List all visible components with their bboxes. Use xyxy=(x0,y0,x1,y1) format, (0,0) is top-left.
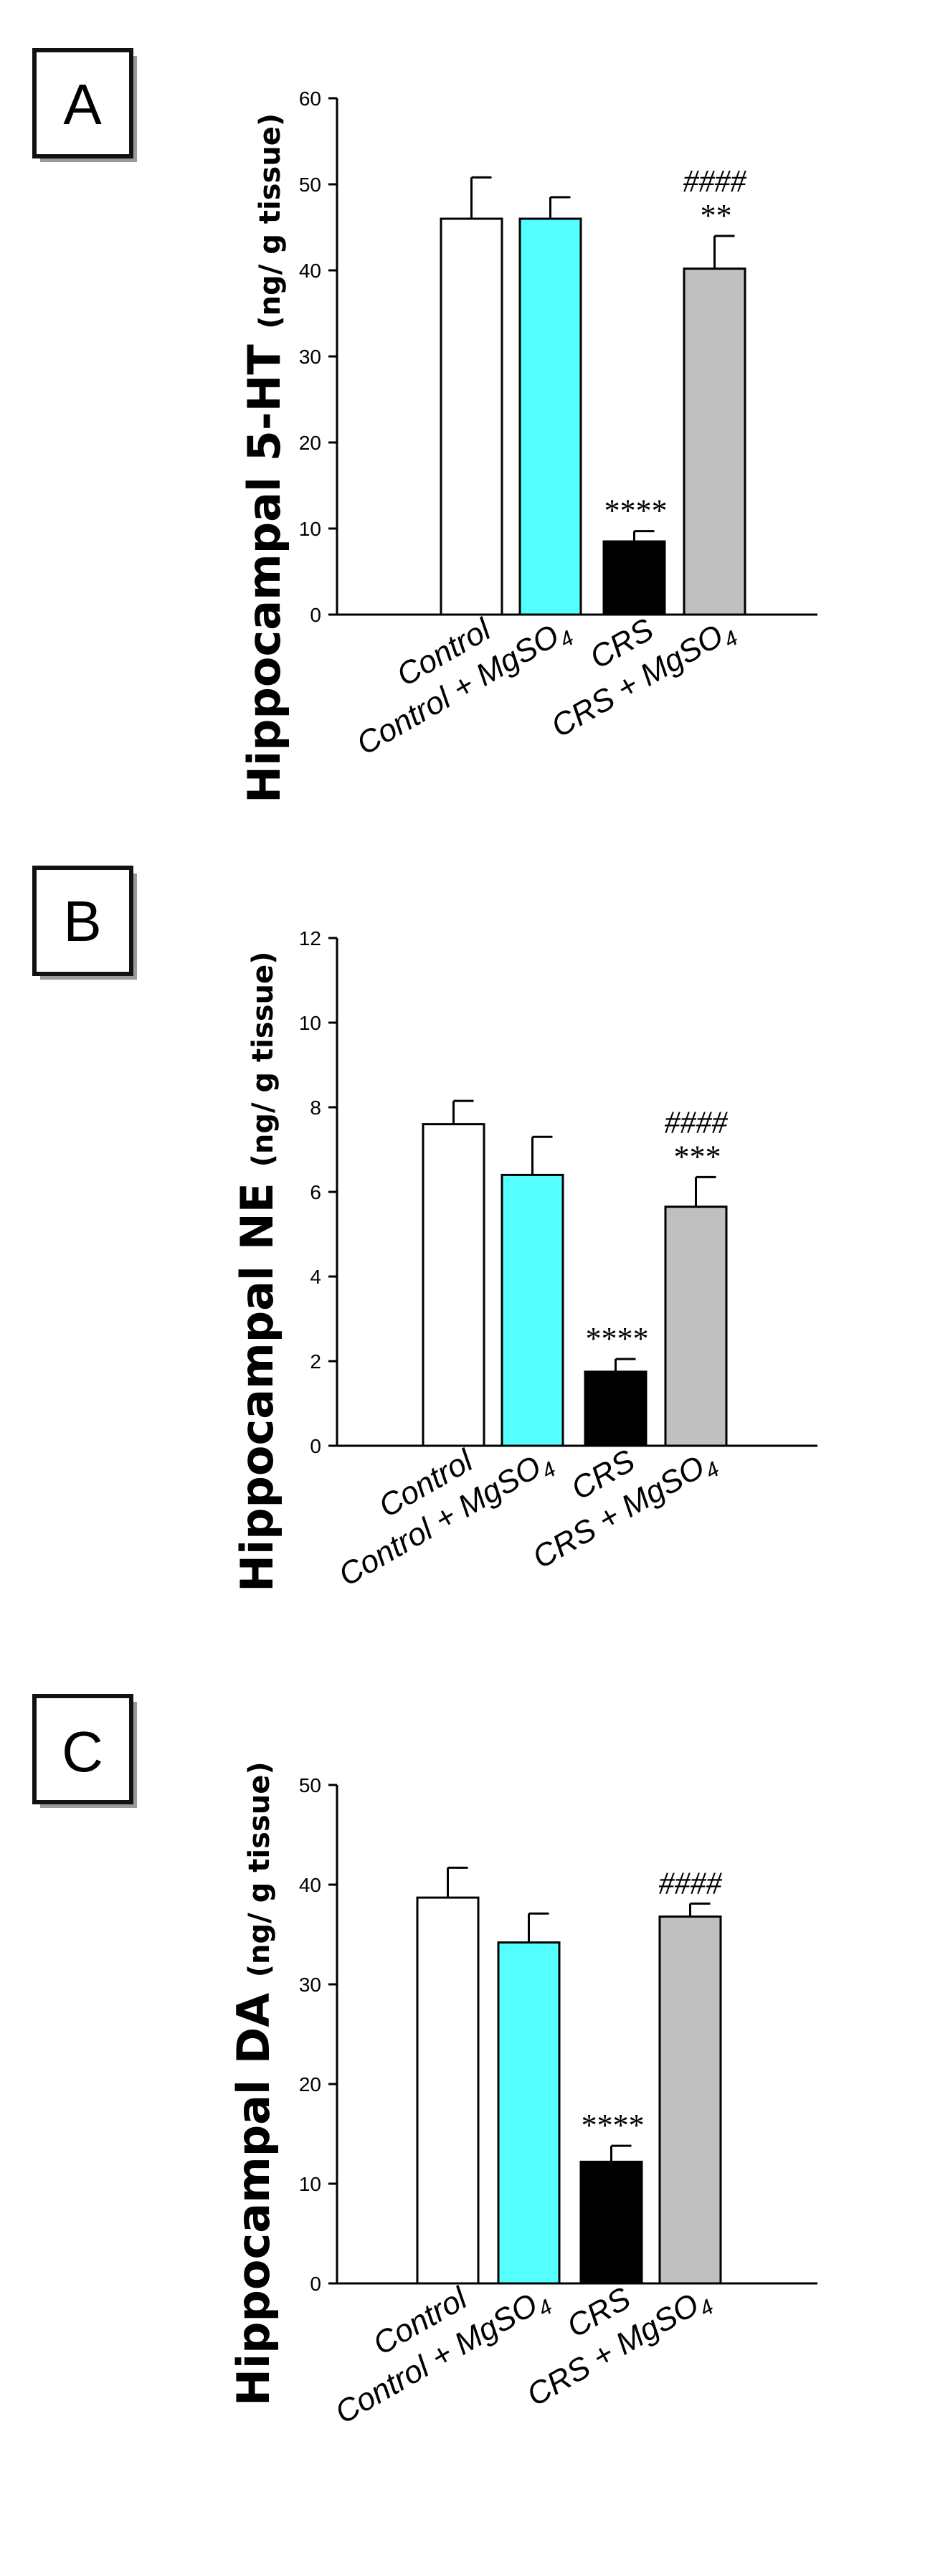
panel-b-significance-4: #### xyxy=(665,1104,729,1140)
panel-a-box xyxy=(32,48,133,158)
panel-b-y-tick-label: 8 xyxy=(310,1097,321,1119)
panel-b-letter: B xyxy=(63,889,101,953)
panel-a-significance-4: ** xyxy=(699,198,731,233)
panel-c-significance-3: **** xyxy=(580,2108,643,2143)
panel-a-y-tick-label: 60 xyxy=(299,87,321,110)
panel-b-y-tick-label: 6 xyxy=(310,1181,321,1203)
panel-b-y-axis-label-unit: (ng/ g tissue) xyxy=(247,952,280,1168)
panel-c-y-tick-label: 40 xyxy=(299,1874,321,1896)
panel-a-y-tick-label: 40 xyxy=(299,260,321,282)
panel-b-bar-1 xyxy=(422,1123,485,1447)
panel-c-y-axis-label-main: Hippocampal DA xyxy=(227,1977,280,2406)
panel-a-y-tick-label: 0 xyxy=(310,604,321,626)
panel-c-significance-4: #### xyxy=(659,1865,723,1900)
panel-c: C Hippocampal DA (ng/ g tissue) 0 10 20 30 40 5… xyxy=(32,1694,817,2430)
panel-b-significance-3: **** xyxy=(584,1321,648,1356)
panel-c-y-axis-label-unit: (ng/ g tissue) xyxy=(243,1761,276,1977)
panel-c-bar-2 xyxy=(497,1941,561,2285)
panel-c-y-axis-label: Hippocampal DA (ng/ g tissue) xyxy=(227,1761,280,2406)
panel-a-bar-1 xyxy=(440,217,503,616)
panel-c-y-tick-label: 20 xyxy=(299,2073,321,2096)
panel-b-bar-2 xyxy=(501,1173,564,1447)
panel-c-box xyxy=(32,1694,133,1804)
panel-a-y-axis-label-main: Hippocampal 5-HT xyxy=(238,329,290,803)
panel-c-bar-1 xyxy=(416,1896,480,2285)
panel-b-bar-4 xyxy=(664,1206,728,1447)
panel-a: A Hippocampal 5-HT (ng/ g tissue) 0 10 20 30 4… xyxy=(32,48,817,803)
panel-b-y-axis-label-main: Hippocampal NE xyxy=(231,1167,283,1592)
panel-a-y-tick-label: 20 xyxy=(299,432,321,454)
panel-c-bar-4 xyxy=(658,1915,722,2285)
panel-b-significance-4: *** xyxy=(673,1139,720,1174)
panel-c-bar-3 xyxy=(579,2160,643,2285)
panel-a-letter: A xyxy=(63,72,102,136)
panel-a-y-axis-label: Hippocampal 5-HT (ng/ g tissue) xyxy=(238,113,290,803)
panel-a-significance-4: #### xyxy=(683,164,747,199)
panel-b-box xyxy=(32,866,133,976)
panel-a-y-axis-label-unit: (ng/ g tissue) xyxy=(254,113,287,329)
panel-c-y-tick-label: 50 xyxy=(299,1774,321,1796)
panel-c-letter: C xyxy=(62,1720,103,1784)
panel-c-y-tick-label: 10 xyxy=(299,2173,321,2195)
panel-b-y-axis-label: Hippocampal NE (ng/ g tissue) xyxy=(231,952,283,1592)
panel-b-y-tick-label: 0 xyxy=(310,1435,321,1457)
panel-a-y-tick-label: 50 xyxy=(299,174,321,196)
panel-b: B Hippocampal NE (ng/ g tissue) 0 2 4 6 8 10 12 *… xyxy=(32,866,817,1593)
panel-b-y-tick-label: 12 xyxy=(299,927,321,950)
panel-b-y-tick-label: 2 xyxy=(310,1350,321,1373)
panel-b-y-tick-label: 10 xyxy=(299,1012,321,1034)
panel-a-bar-3 xyxy=(602,540,666,616)
panel-a-y-tick-label: 10 xyxy=(299,518,321,540)
panel-c-y-tick-label: 0 xyxy=(310,2273,321,2295)
panel-a-y-tick-label: 30 xyxy=(299,346,321,368)
panel-b-bar-3 xyxy=(584,1370,648,1447)
panel-a-bar-2 xyxy=(518,217,582,616)
panel-a-significance-3: **** xyxy=(603,493,666,529)
panel-a-bar-4 xyxy=(683,267,746,616)
panel-c-y-tick-label: 30 xyxy=(299,1974,321,1996)
panel-b-y-tick-label: 4 xyxy=(310,1266,321,1288)
